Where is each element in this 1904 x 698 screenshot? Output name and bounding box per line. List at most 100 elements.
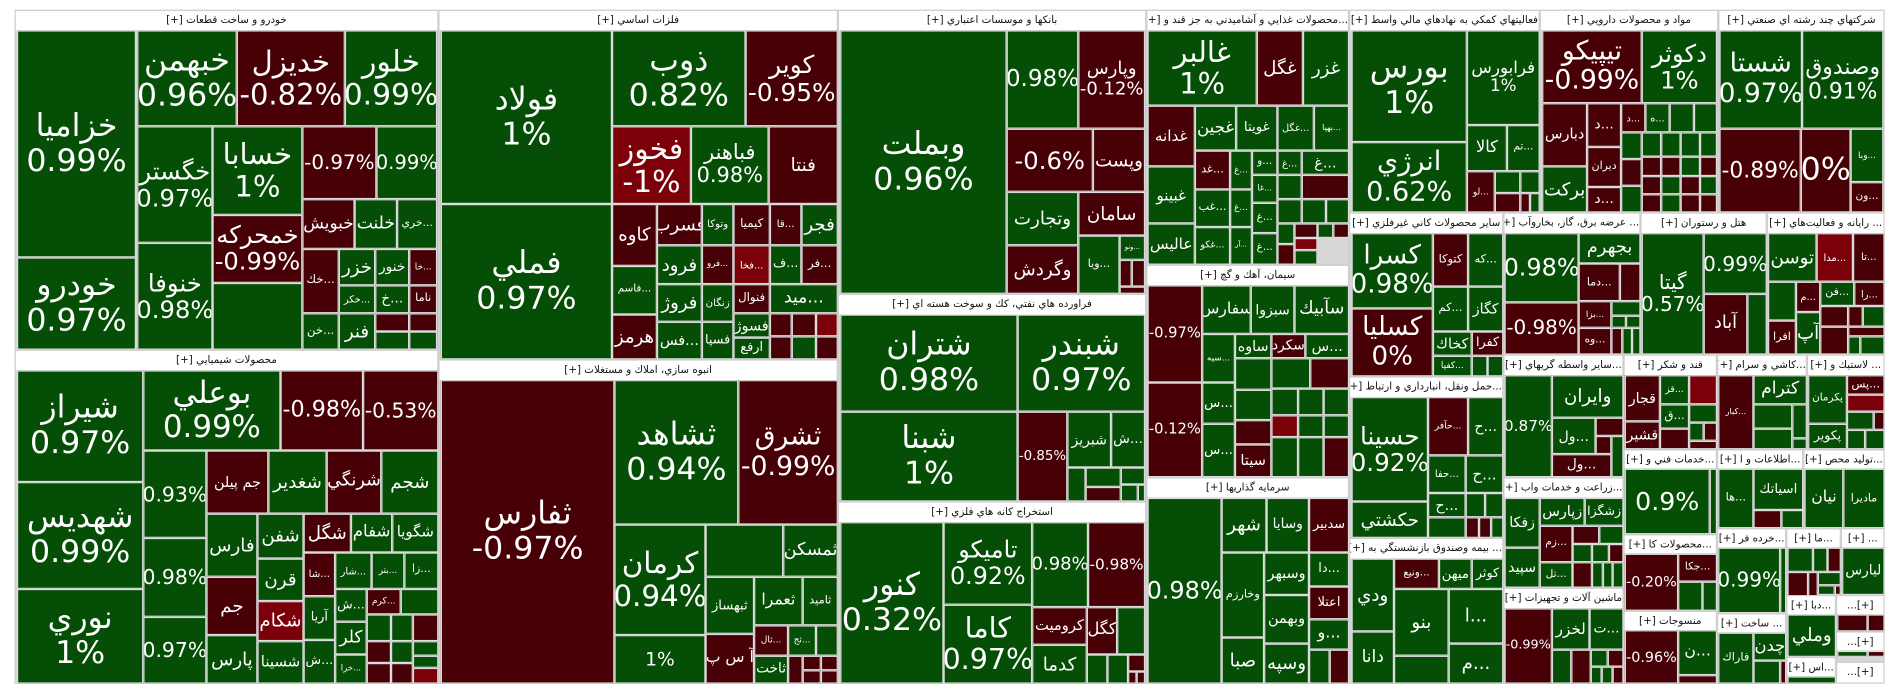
stock-tile[interactable]: فس... bbox=[656, 321, 702, 360]
stock-tile[interactable] bbox=[1234, 358, 1272, 390]
stock-tile[interactable]: قرن bbox=[257, 558, 304, 602]
stock-tile[interactable] bbox=[1689, 440, 1718, 450]
stock-tile[interactable]: 0.98% bbox=[1147, 497, 1222, 684]
stock-tile[interactable]: صبا bbox=[1221, 637, 1265, 684]
stock-tile[interactable] bbox=[1271, 415, 1299, 438]
stock-tile[interactable] bbox=[375, 331, 410, 350]
stock-tile[interactable]: كاما 0.97% bbox=[943, 604, 1033, 684]
stock-tile[interactable] bbox=[1394, 655, 1449, 684]
stock-tile[interactable]: غدانه bbox=[1147, 105, 1195, 167]
stock-tile[interactable] bbox=[1753, 428, 1793, 450]
sector-header-expand[interactable]: منسوجات [+] bbox=[1624, 612, 1716, 632]
stock-tile[interactable]: خگستر 0.97% bbox=[137, 126, 213, 243]
stock-tile[interactable]: ه... bbox=[1645, 103, 1670, 133]
stock-tile[interactable]: غبينو bbox=[1147, 166, 1195, 224]
stock-tile[interactable] bbox=[1471, 355, 1488, 377]
sector-header-expand[interactable]: انبوه سازي، املاك و مستغلات [+] bbox=[439, 360, 837, 381]
stock-tile[interactable]: ثاخت bbox=[754, 655, 789, 684]
stock-tile[interactable] bbox=[1128, 654, 1146, 672]
stock-tile[interactable]: قز... bbox=[1659, 375, 1690, 405]
stock-tile[interactable]: 0.99% bbox=[1703, 233, 1767, 294]
stock-tile[interactable]: ويا... bbox=[1078, 235, 1120, 294]
stock-tile[interactable]: ماديرا bbox=[1843, 468, 1885, 529]
stock-tile[interactable]: بوعلي 0.99% bbox=[143, 370, 281, 451]
stock-tile[interactable]: ثج... bbox=[788, 625, 817, 656]
stock-tile[interactable] bbox=[802, 670, 821, 684]
stock-tile[interactable]: 0.93% bbox=[143, 450, 207, 538]
stock-tile[interactable]: د... bbox=[1587, 103, 1622, 147]
stock-tile[interactable] bbox=[791, 336, 817, 360]
stock-tile[interactable]: ديران bbox=[1587, 146, 1622, 188]
stock-tile[interactable]: كوير -0.95% bbox=[745, 30, 838, 127]
stock-tile[interactable]: ا... bbox=[1448, 588, 1504, 644]
stock-tile[interactable]: نيان bbox=[1804, 468, 1844, 529]
stock-tile[interactable] bbox=[1873, 411, 1885, 430]
stock-tile[interactable]: ت... bbox=[1589, 608, 1624, 650]
stock-tile[interactable]: دما... bbox=[1578, 263, 1620, 302]
stock-tile[interactable] bbox=[1792, 404, 1807, 439]
stock-tile[interactable] bbox=[1572, 525, 1600, 545]
stock-tile[interactable] bbox=[366, 614, 392, 642]
stock-tile[interactable] bbox=[1294, 250, 1318, 265]
stock-tile[interactable]: جم پيلن bbox=[206, 450, 269, 514]
stock-tile[interactable] bbox=[1846, 394, 1885, 412]
sector-header-expand[interactable]: ...توليد محص [+] bbox=[1804, 450, 1884, 470]
stock-tile[interactable]: خنور bbox=[375, 248, 410, 286]
stock-tile[interactable]: وبا... bbox=[1850, 128, 1884, 183]
stock-tile[interactable]: شبريز bbox=[1067, 411, 1112, 468]
stock-tile[interactable]: فاراك bbox=[1718, 632, 1754, 684]
stock-tile[interactable] bbox=[1812, 547, 1828, 572]
stock-tile[interactable]: نوري 1% bbox=[17, 588, 144, 684]
stock-tile[interactable]: بتر... bbox=[371, 552, 405, 589]
stock-tile[interactable] bbox=[1323, 415, 1350, 438]
stock-tile[interactable]: بنو bbox=[1394, 588, 1449, 656]
stock-tile[interactable] bbox=[1700, 194, 1718, 213]
stock-tile[interactable] bbox=[1234, 420, 1272, 445]
stock-tile[interactable] bbox=[1119, 259, 1132, 287]
stock-tile[interactable]: غ... bbox=[1251, 202, 1278, 234]
stock-tile[interactable]: خبهمن 0.96% bbox=[137, 30, 237, 127]
stock-tile[interactable]: -0.12% bbox=[1147, 382, 1203, 478]
stock-tile[interactable]: آپ bbox=[1795, 312, 1821, 355]
stock-tile[interactable] bbox=[1085, 467, 1121, 487]
stock-tile[interactable] bbox=[1641, 132, 1662, 157]
stock-tile[interactable]: وسپه bbox=[1264, 643, 1310, 684]
stock-tile[interactable]: ثمسكن bbox=[783, 524, 838, 577]
stock-tile[interactable] bbox=[1119, 286, 1146, 294]
stock-tile[interactable]: خنوفا 0.98% bbox=[137, 242, 213, 350]
stock-tile[interactable]: م... bbox=[1795, 281, 1821, 313]
stock-tile[interactable] bbox=[1310, 358, 1350, 389]
stock-tile[interactable]: ثعمرا bbox=[754, 576, 803, 626]
stock-tile[interactable]: آريا bbox=[303, 596, 336, 640]
stock-tile[interactable]: خ... bbox=[375, 285, 410, 314]
stock-tile[interactable]: كسرا 0.98% bbox=[1351, 233, 1433, 309]
stock-tile[interactable]: ثال... bbox=[754, 625, 789, 656]
stock-tile[interactable]: 0.99% bbox=[376, 126, 438, 200]
stock-tile[interactable] bbox=[1860, 336, 1885, 355]
stock-tile[interactable]: وگردش bbox=[1006, 245, 1079, 294]
stock-tile[interactable]: ليارس bbox=[1842, 547, 1885, 596]
stock-tile[interactable]: خن... bbox=[302, 313, 339, 350]
stock-tile[interactable] bbox=[1619, 263, 1641, 302]
stock-tile[interactable]: س... bbox=[1305, 333, 1350, 359]
stock-tile[interactable]: بزا... bbox=[1578, 301, 1612, 328]
stock-tile[interactable] bbox=[412, 641, 439, 656]
stock-tile[interactable] bbox=[1612, 562, 1624, 588]
stock-tile[interactable]: كلر bbox=[335, 621, 367, 655]
stock-tile[interactable]: شغدير bbox=[268, 450, 327, 514]
stock-tile[interactable] bbox=[816, 336, 838, 360]
stock-tile[interactable]: پارس bbox=[206, 635, 258, 684]
stock-tile[interactable]: فخوز -1% bbox=[612, 126, 691, 205]
stock-tile[interactable]: و... bbox=[1309, 619, 1350, 650]
stock-tile[interactable] bbox=[1607, 649, 1624, 667]
stock-tile[interactable]: 0.98% bbox=[1504, 233, 1579, 303]
stock-tile[interactable]: خديزل -0.82% bbox=[236, 30, 345, 127]
stock-tile[interactable]: كفرا bbox=[1471, 331, 1504, 356]
stock-tile[interactable] bbox=[769, 336, 792, 360]
stock-tile[interactable]: حآفر... bbox=[1428, 397, 1469, 456]
stock-tile[interactable] bbox=[1491, 517, 1504, 538]
stock-tile[interactable]: وتجارت bbox=[1006, 191, 1079, 246]
stock-tile[interactable]: -0.97% bbox=[1147, 285, 1203, 383]
stock-tile[interactable]: ح... bbox=[1428, 493, 1466, 518]
stock-tile[interactable] bbox=[1571, 649, 1591, 684]
